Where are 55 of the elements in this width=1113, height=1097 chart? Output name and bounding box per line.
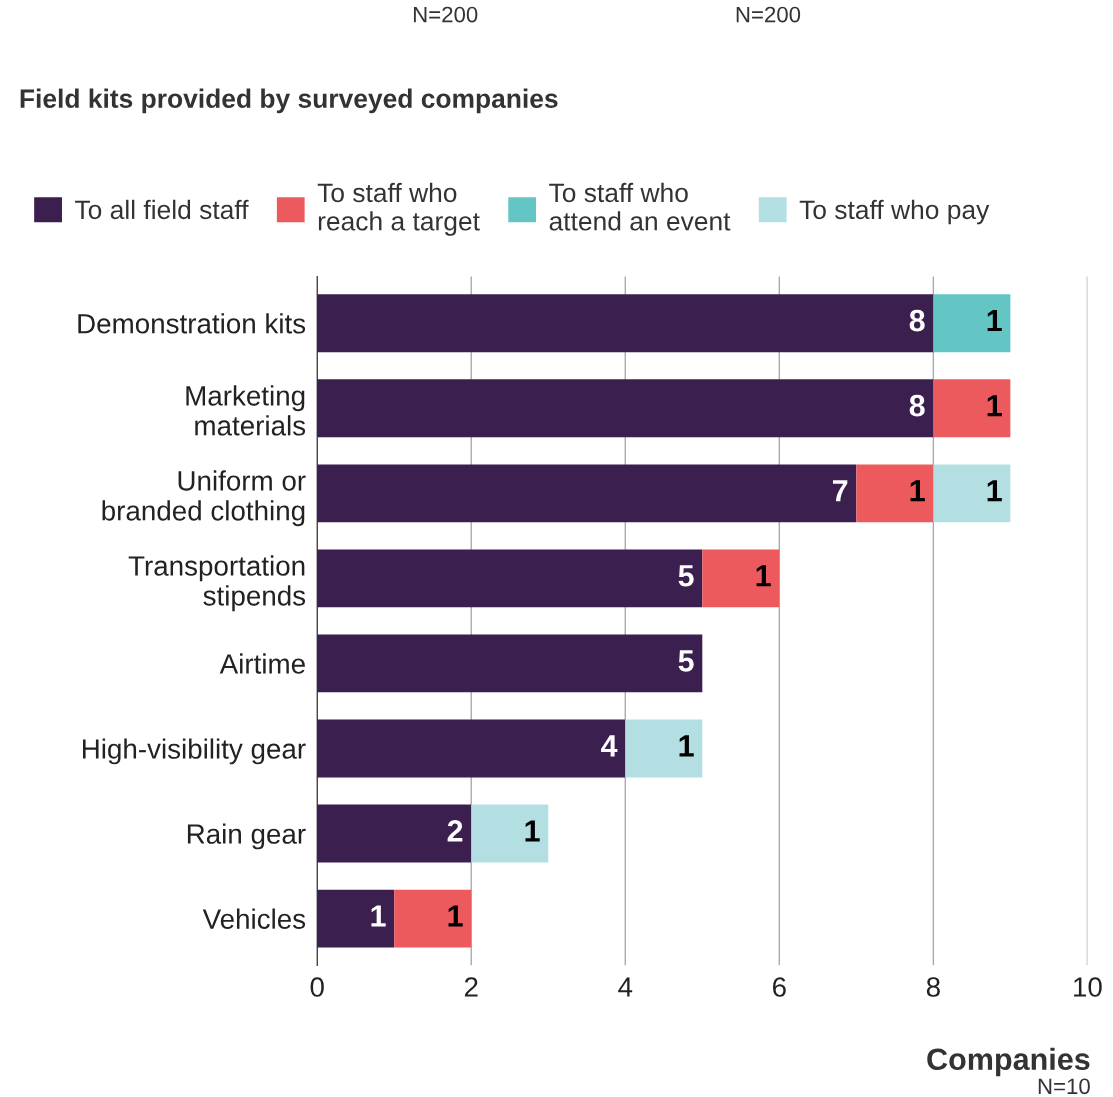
- x-tick-label: 8: [926, 977, 940, 997]
- bar: [317, 464, 857, 523]
- data-label: 1: [448, 905, 463, 927]
- data-label: 1: [987, 480, 1002, 502]
- text: N=10: [1038, 1078, 1090, 1095]
- data-label: 1: [987, 310, 1002, 332]
- data-label: 1: [679, 735, 694, 757]
- data-label: 1: [525, 820, 540, 842]
- y-tick-label: Uniform or branded clothing: [102, 470, 306, 527]
- x-tick-label: 0: [310, 977, 324, 997]
- bar: [933, 294, 1011, 353]
- bar: [317, 379, 934, 438]
- data-label: 5: [678, 565, 694, 587]
- x-tick-label: 2: [464, 977, 478, 997]
- bar: [702, 549, 780, 608]
- bar: [625, 719, 703, 778]
- legend-label: To staff who reach a target: [317, 182, 480, 236]
- y-tick-label: Transportation stipends: [128, 555, 306, 612]
- bar: [471, 804, 549, 863]
- y-tick-label: Marketing materials: [186, 385, 306, 436]
- bar: [317, 804, 472, 863]
- data-label: 5: [678, 650, 694, 672]
- y-tick-label: Demonstration kits: [78, 313, 306, 334]
- x-tick-label: 6: [773, 977, 786, 997]
- x-tick-label: 4: [618, 977, 633, 997]
- legend-label: To staff who pay: [799, 199, 990, 225]
- y-tick-label: Airtime: [219, 653, 305, 674]
- x-axis-title: Companies: [927, 1047, 1090, 1077]
- bar: [317, 549, 703, 608]
- data-label: 8: [909, 394, 925, 417]
- bar: [933, 379, 1011, 438]
- y-tick-label: Vehicles: [202, 908, 306, 929]
- bar: [394, 889, 472, 948]
- data-label: 7: [832, 480, 848, 502]
- bar: [317, 889, 395, 948]
- legend-label: To staff who attend an event: [549, 182, 731, 231]
- bar: [856, 464, 934, 523]
- text: N=200: [413, 6, 478, 23]
- chart-title: Field kits provided by surveyed companies: [20, 88, 558, 114]
- data-label: 8: [909, 309, 925, 332]
- data-label: 4: [601, 735, 618, 757]
- bar: [317, 719, 626, 778]
- bar: [933, 464, 1011, 523]
- data-label: 1: [987, 395, 1002, 417]
- bar: [317, 634, 703, 693]
- data-label: 1: [910, 480, 925, 502]
- data-label: 1: [371, 905, 386, 927]
- legend-label: To all field staff: [75, 199, 249, 220]
- y-tick-label: High-visibility gear: [83, 738, 306, 765]
- y-tick-label: Rain gear: [187, 823, 306, 850]
- data-label: 2: [447, 820, 463, 842]
- text: N=200: [736, 6, 801, 23]
- data-label: 1: [756, 565, 771, 587]
- bar: [317, 294, 934, 353]
- x-tick-label: 10: [1074, 977, 1102, 997]
